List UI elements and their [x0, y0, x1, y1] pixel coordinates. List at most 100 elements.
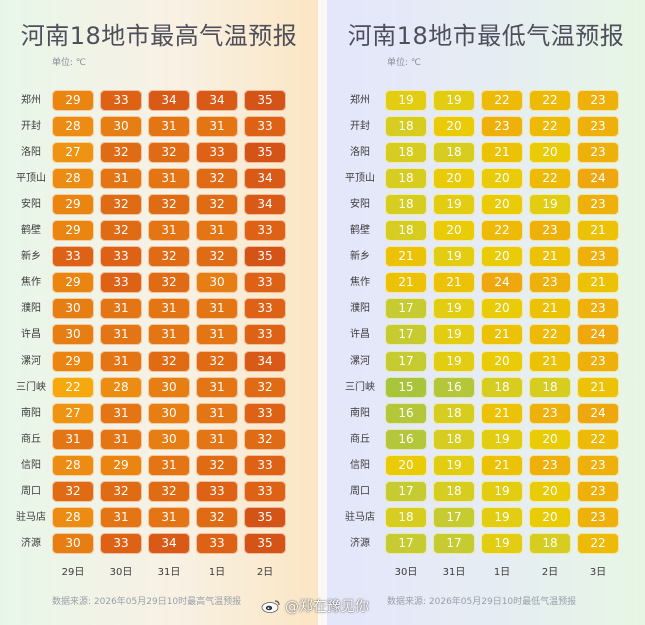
temp-cell: 20 — [481, 351, 523, 372]
temp-cell: 33 — [244, 324, 286, 345]
temp-cell: 31 — [196, 324, 238, 345]
temp-cell: 32 — [148, 142, 190, 163]
temp-cell: 19 — [481, 429, 523, 450]
temp-cell: 28 — [52, 116, 94, 137]
temp-cell: 20 — [529, 429, 571, 450]
temp-cell: 17 — [385, 298, 427, 319]
temp-cell: 18 — [433, 481, 475, 502]
temp-cell: 31 — [148, 116, 190, 137]
city-label: 南阳 — [21, 408, 41, 419]
temp-cell: 19 — [433, 90, 475, 111]
weibo-logo-icon — [261, 600, 280, 613]
temp-cell: 21 — [481, 324, 523, 345]
city-label: 安阳 — [21, 199, 41, 210]
temp-cell: 18 — [433, 142, 475, 163]
temp-cell: 32 — [196, 194, 238, 215]
temp-cell: 27 — [52, 403, 94, 424]
city-label: 安阳 — [350, 199, 370, 210]
temp-cell: 35 — [244, 246, 286, 267]
city-label: 开封 — [21, 121, 41, 132]
temp-cell: 17 — [385, 481, 427, 502]
temp-cell: 32 — [196, 507, 238, 528]
temp-cell: 22 — [529, 168, 571, 189]
temp-cell: 18 — [385, 142, 427, 163]
temp-cell: 31 — [196, 377, 238, 398]
temp-cell: 23 — [577, 481, 619, 502]
temp-cell: 19 — [433, 351, 475, 372]
city-label: 鹤壁 — [21, 225, 41, 236]
city-label: 新乡 — [350, 251, 370, 262]
temp-cell: 20 — [529, 142, 571, 163]
temp-cell: 23 — [529, 272, 571, 293]
temp-cell: 21 — [529, 351, 571, 372]
temp-cell: 32 — [244, 377, 286, 398]
temp-cell: 32 — [100, 220, 142, 241]
temp-cell: 32 — [244, 429, 286, 450]
temp-cell: 18 — [385, 116, 427, 137]
temp-cell: 19 — [433, 194, 475, 215]
temp-cell: 29 — [100, 455, 142, 476]
temp-cell: 31 — [196, 220, 238, 241]
temp-cell: 19 — [481, 533, 523, 554]
temp-cell: 21 — [481, 455, 523, 476]
temp-cell: 33 — [244, 272, 286, 293]
temp-cell: 35 — [244, 507, 286, 528]
temp-cell: 18 — [433, 429, 475, 450]
temp-cell: 29 — [52, 351, 94, 372]
temp-cell: 21 — [577, 220, 619, 241]
temp-cell: 31 — [100, 168, 142, 189]
temp-cell: 20 — [481, 246, 523, 267]
temp-cell: 21 — [577, 377, 619, 398]
city-label: 焦作 — [21, 277, 41, 288]
chart-title: 河南18地市最低气温预报 — [347, 22, 625, 50]
temp-cell: 30 — [52, 324, 94, 345]
temp-cell: 31 — [100, 429, 142, 450]
city-label: 郑州 — [21, 95, 41, 106]
temp-cell: 34 — [196, 90, 238, 111]
temp-cell: 31 — [148, 220, 190, 241]
temp-cell: 34 — [244, 168, 286, 189]
temp-cell: 20 — [481, 168, 523, 189]
temp-cell: 18 — [385, 507, 427, 528]
temp-cell: 18 — [529, 377, 571, 398]
temp-cell: 19 — [433, 324, 475, 345]
date-label: 2日 — [541, 567, 559, 578]
date-label: 31日 — [157, 567, 181, 578]
date-label: 2日 — [256, 567, 274, 578]
city-label: 新乡 — [21, 251, 41, 262]
temp-cell: 30 — [52, 298, 94, 319]
city-label: 平顶山 — [16, 173, 46, 184]
temp-cell: 20 — [481, 298, 523, 319]
temp-cell: 24 — [577, 324, 619, 345]
temp-cell: 22 — [52, 377, 94, 398]
temp-cell: 17 — [433, 507, 475, 528]
temp-cell: 20 — [385, 455, 427, 476]
temp-cell: 21 — [433, 272, 475, 293]
temp-cell: 33 — [244, 481, 286, 502]
city-label: 信阳 — [350, 460, 370, 471]
temp-cell: 33 — [244, 298, 286, 319]
temp-cell: 30 — [148, 429, 190, 450]
temp-cell: 15 — [385, 377, 427, 398]
temp-cell: 19 — [433, 455, 475, 476]
temp-cell: 29 — [52, 272, 94, 293]
temp-cell: 18 — [481, 377, 523, 398]
temp-cell: 34 — [148, 533, 190, 554]
temp-cell: 32 — [148, 194, 190, 215]
date-label: 30日 — [394, 567, 418, 578]
temp-cell: 23 — [529, 403, 571, 424]
temp-cell: 33 — [100, 272, 142, 293]
temp-cell: 19 — [433, 246, 475, 267]
temp-cell: 21 — [529, 246, 571, 267]
temp-cell: 21 — [577, 272, 619, 293]
temp-cell: 23 — [577, 90, 619, 111]
city-label: 漯河 — [350, 356, 370, 367]
temp-cell: 30 — [100, 116, 142, 137]
temp-cell: 22 — [529, 116, 571, 137]
city-label: 许昌 — [350, 329, 370, 340]
city-label: 三门峡 — [345, 382, 375, 393]
temp-cell: 33 — [196, 142, 238, 163]
temp-cell: 31 — [100, 403, 142, 424]
temp-cell: 23 — [481, 116, 523, 137]
city-label: 商丘 — [21, 434, 41, 445]
